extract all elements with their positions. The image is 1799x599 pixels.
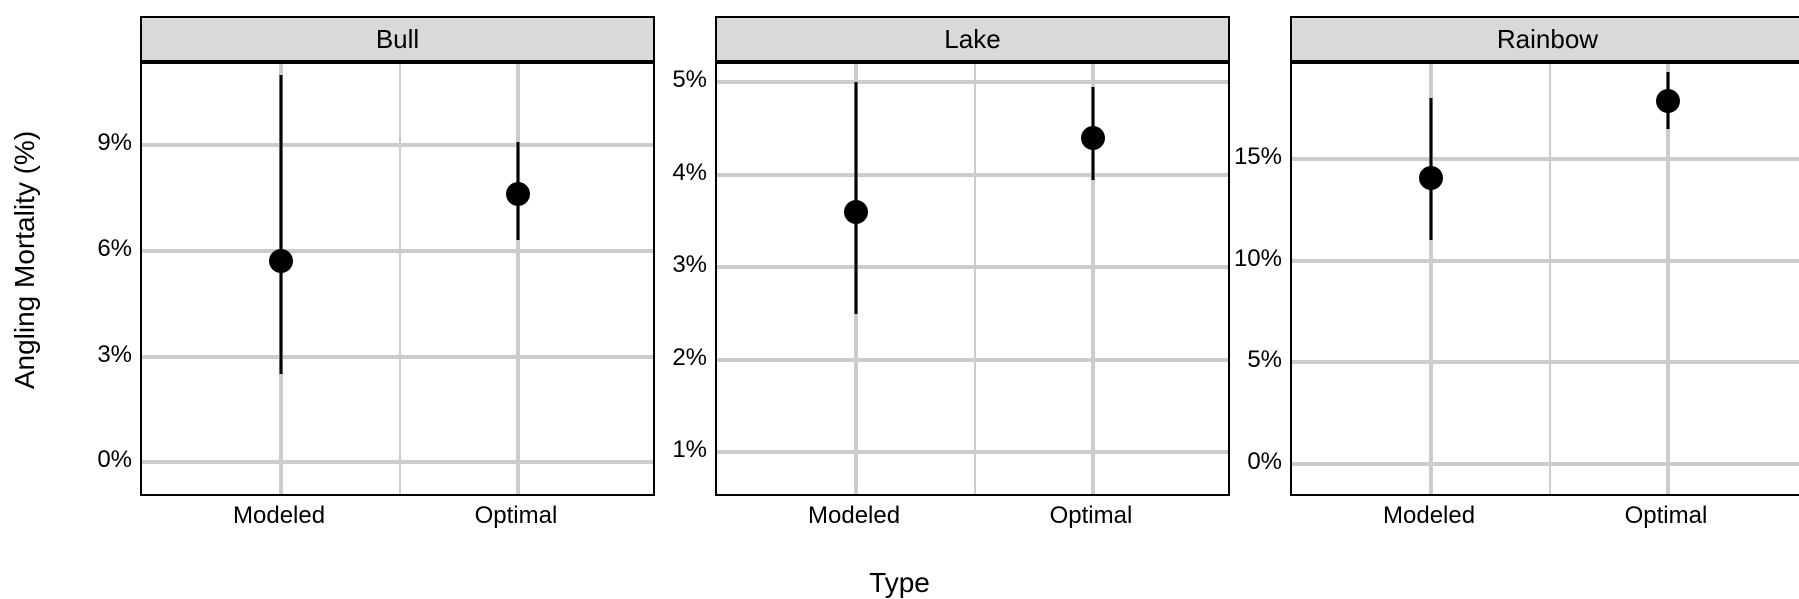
gridline-horizontal <box>1292 157 1799 161</box>
plot-area <box>1290 62 1799 496</box>
gridline-horizontal <box>1292 259 1799 263</box>
y-tick-label: 0% <box>1247 448 1290 476</box>
data-point <box>269 249 293 273</box>
y-tick-label: 2% <box>672 344 715 372</box>
facet-strip: Rainbow <box>1290 16 1799 62</box>
y-tick-label: 5% <box>1247 346 1290 374</box>
data-point <box>506 182 530 206</box>
y-tick-label: 3% <box>97 341 140 369</box>
gridline-horizontal <box>717 173 1228 177</box>
y-tick-label: 10% <box>1234 245 1290 273</box>
facet-title: Bull <box>376 24 419 55</box>
x-tick-label: Modeled <box>808 496 900 530</box>
gridline-horizontal <box>142 143 653 147</box>
facet-panel: Lake1%2%3%4%5%ModeledOptimal <box>715 16 1230 496</box>
y-tick-label: 0% <box>97 446 140 474</box>
x-tick-label: Optimal <box>1050 496 1133 530</box>
gridline-vertical-major <box>516 64 520 494</box>
x-axis-label-text: Type <box>869 567 930 598</box>
error-bar <box>855 82 858 313</box>
gridline-horizontal <box>717 358 1228 362</box>
x-tick-label: Optimal <box>475 496 558 530</box>
y-tick-label: 15% <box>1234 143 1290 171</box>
data-point <box>1419 166 1443 190</box>
figure: Angling Mortality (%) Type Bull0%3%6%9%M… <box>0 0 1799 599</box>
gridline-horizontal <box>1292 462 1799 466</box>
gridline-horizontal <box>142 460 653 464</box>
data-point <box>1656 89 1680 113</box>
gridline-horizontal <box>717 450 1228 454</box>
facet-title: Rainbow <box>1497 24 1598 55</box>
y-tick-label: 9% <box>97 129 140 157</box>
y-axis-label-text: Angling Mortality (%) <box>9 131 41 389</box>
facet-strip: Lake <box>715 16 1230 62</box>
error-bar <box>280 75 283 375</box>
gridline-vertical-minor <box>974 64 976 494</box>
facet-title: Lake <box>944 24 1000 55</box>
gridline-horizontal <box>142 249 653 253</box>
gridline-horizontal <box>1292 360 1799 364</box>
plot-area <box>715 62 1230 496</box>
data-point <box>1081 126 1105 150</box>
facet-strip: Bull <box>140 16 655 62</box>
x-tick-label: Modeled <box>1383 496 1475 530</box>
facet-panel: Bull0%3%6%9%ModeledOptimal <box>140 16 655 496</box>
y-tick-label: 1% <box>672 436 715 464</box>
gridline-horizontal <box>717 80 1228 84</box>
gridline-vertical-minor <box>399 64 401 494</box>
x-axis-label: Type <box>0 567 1799 599</box>
data-point <box>844 200 868 224</box>
gridline-horizontal <box>717 265 1228 269</box>
gridline-vertical-minor <box>1549 64 1551 494</box>
x-tick-label: Optimal <box>1625 496 1708 530</box>
y-tick-label: 4% <box>672 159 715 187</box>
y-tick-label: 5% <box>672 66 715 94</box>
y-axis-label: Angling Mortality (%) <box>0 0 50 520</box>
gridline-horizontal <box>142 355 653 359</box>
y-tick-label: 6% <box>97 235 140 263</box>
x-tick-label: Modeled <box>233 496 325 530</box>
facet-panel: Rainbow0%5%10%15%ModeledOptimal <box>1290 16 1799 496</box>
y-tick-label: 3% <box>672 251 715 279</box>
plot-area <box>140 62 655 496</box>
